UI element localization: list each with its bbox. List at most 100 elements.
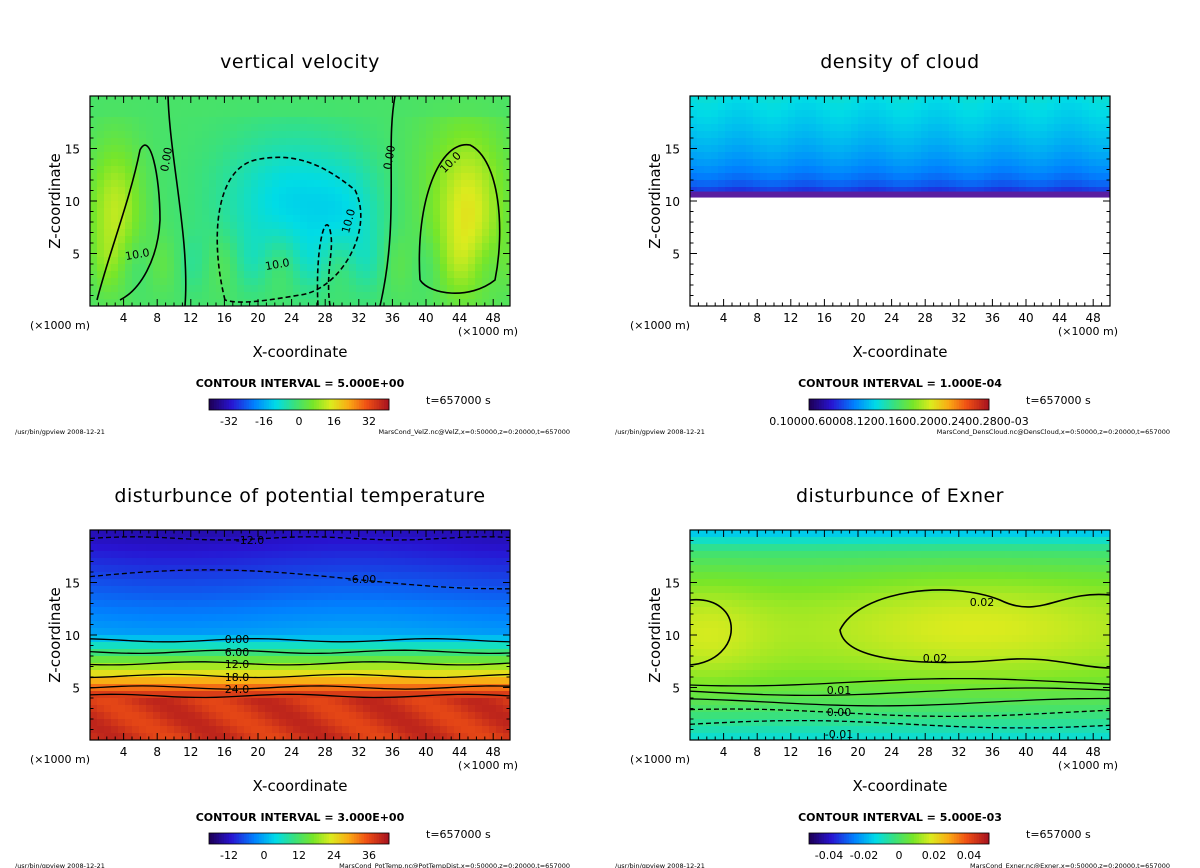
colorbar-swatch xyxy=(839,399,842,410)
colorbar-swatch xyxy=(924,833,927,844)
contour-line xyxy=(689,708,1111,718)
colorbar-swatch xyxy=(219,399,222,410)
colorbar-swatch xyxy=(841,833,845,844)
colorbar-swatch xyxy=(864,833,867,844)
colorbar-swatch xyxy=(921,833,925,844)
colorbar-swatch xyxy=(861,833,865,844)
colorbar-swatch xyxy=(901,399,905,410)
colorbar-swatch xyxy=(971,833,975,844)
colorbar-swatch xyxy=(241,833,245,844)
contour-label: -12.0 xyxy=(236,534,264,547)
colorbar-swatch xyxy=(214,399,217,410)
colorbar-swatch xyxy=(346,399,350,410)
x-tick-label: 4 xyxy=(120,745,128,759)
colorbar-swatch xyxy=(976,833,980,844)
x-tick-label: 44 xyxy=(1052,745,1067,759)
colorbar-swatch xyxy=(829,833,832,844)
colorbar-swatch xyxy=(274,833,277,844)
x-tick-label: 12 xyxy=(183,311,198,325)
x-tick-label: 12 xyxy=(783,745,798,759)
x-tick-label: 48 xyxy=(486,745,501,759)
colorbar-swatch xyxy=(221,399,225,410)
colorbar-swatch xyxy=(294,399,297,410)
x-tick-label: 8 xyxy=(153,311,161,325)
colorbar-swatch xyxy=(369,399,372,410)
contour-line xyxy=(89,638,511,643)
colorbar-swatch xyxy=(936,399,940,410)
colorbar-swatch xyxy=(229,833,232,844)
contour-line xyxy=(839,589,1111,669)
colorbar-swatch xyxy=(911,399,915,410)
footer-left: /usr/bin/gpview 2008-12-21 xyxy=(615,428,705,436)
colorbar-frame xyxy=(808,832,990,845)
y-tick-label: 5 xyxy=(672,248,680,262)
colorbar-swatch xyxy=(324,399,327,410)
contour-label: 0.00 xyxy=(381,144,398,170)
contour-lines xyxy=(689,589,1111,729)
colorbar-swatch xyxy=(821,399,825,410)
colorbar-swatch xyxy=(986,833,990,844)
colorbar-swatch xyxy=(316,399,320,410)
colorbar-frame xyxy=(208,832,390,845)
colorbar-swatch xyxy=(231,833,235,844)
colorbar-swatch xyxy=(361,833,365,844)
colorbar-swatch xyxy=(381,399,385,410)
y-tick-label: 10 xyxy=(65,195,80,209)
colorbar-swatch xyxy=(899,399,902,410)
x-tick-label: 32 xyxy=(351,311,366,325)
colorbar-swatch xyxy=(326,399,330,410)
colorbar-swatch xyxy=(951,399,955,410)
colorbar-swatch xyxy=(949,399,952,410)
colorbar-swatch xyxy=(869,399,872,410)
y-tick-label: 15 xyxy=(665,143,680,157)
colorbar-swatch xyxy=(904,833,907,844)
contour-label: 10.0 xyxy=(124,246,150,263)
panel-title: density of cloud xyxy=(820,51,980,73)
colorbar-swatch xyxy=(839,833,842,844)
panel-pottemp: disturbunce of potential temperature -12.… xyxy=(15,485,570,868)
colorbar-swatch xyxy=(301,399,305,410)
colorbar-swatch xyxy=(281,399,285,410)
heatmap-field xyxy=(690,530,1110,740)
colorbar-swatch xyxy=(969,399,972,410)
contour-line xyxy=(167,95,187,307)
colorbar-tick-label: 0 xyxy=(296,415,303,428)
colorbar-swatch xyxy=(909,833,912,844)
colorbar-swatch xyxy=(904,399,907,410)
colorbar-swatch xyxy=(364,833,367,844)
colorbar-tick-label: 36 xyxy=(362,849,376,862)
colorbar-swatch xyxy=(864,399,867,410)
colorbar-swatch xyxy=(321,399,325,410)
x-tick-label: 16 xyxy=(217,745,232,759)
contour-interval: CONTOUR INTERVAL = 1.000E-04 xyxy=(798,377,1002,390)
colorbar-swatch xyxy=(219,833,222,844)
colorbar-swatch xyxy=(831,833,835,844)
panel-title: disturbunce of potential temperature xyxy=(114,485,485,507)
x-tick-label: 40 xyxy=(418,745,433,759)
colorbar-swatch xyxy=(879,833,882,844)
colorbar-swatch xyxy=(354,833,357,844)
colorbar-tick-label: 0.02 xyxy=(922,849,947,862)
colorbar-swatch xyxy=(251,399,255,410)
colorbar-swatch xyxy=(871,399,875,410)
colorbar-swatch xyxy=(929,833,932,844)
footer-right: MarsCond_VelZ.nc@VelZ,x=0:50000,z=0:2000… xyxy=(379,428,570,436)
colorbar-swatch xyxy=(931,399,935,410)
contour-lines xyxy=(96,95,501,307)
colorbar-swatch xyxy=(254,833,257,844)
colorbar-swatch xyxy=(821,833,825,844)
colorbar-swatch xyxy=(934,833,937,844)
x-tick-label: 28 xyxy=(918,745,933,759)
colorbar-swatch xyxy=(381,833,385,844)
x-tick-label: 8 xyxy=(753,745,761,759)
contour-line xyxy=(379,95,396,307)
colorbar-swatch xyxy=(309,399,312,410)
colorbar-tick-label: 16 xyxy=(327,415,341,428)
colorbar-tick-label: 24 xyxy=(327,849,341,862)
colorbar-swatch xyxy=(209,833,212,844)
colorbar-swatch xyxy=(379,399,382,410)
tick-marks xyxy=(690,530,1110,740)
contour-line xyxy=(689,687,1111,697)
x-tick-label: 24 xyxy=(884,745,899,759)
